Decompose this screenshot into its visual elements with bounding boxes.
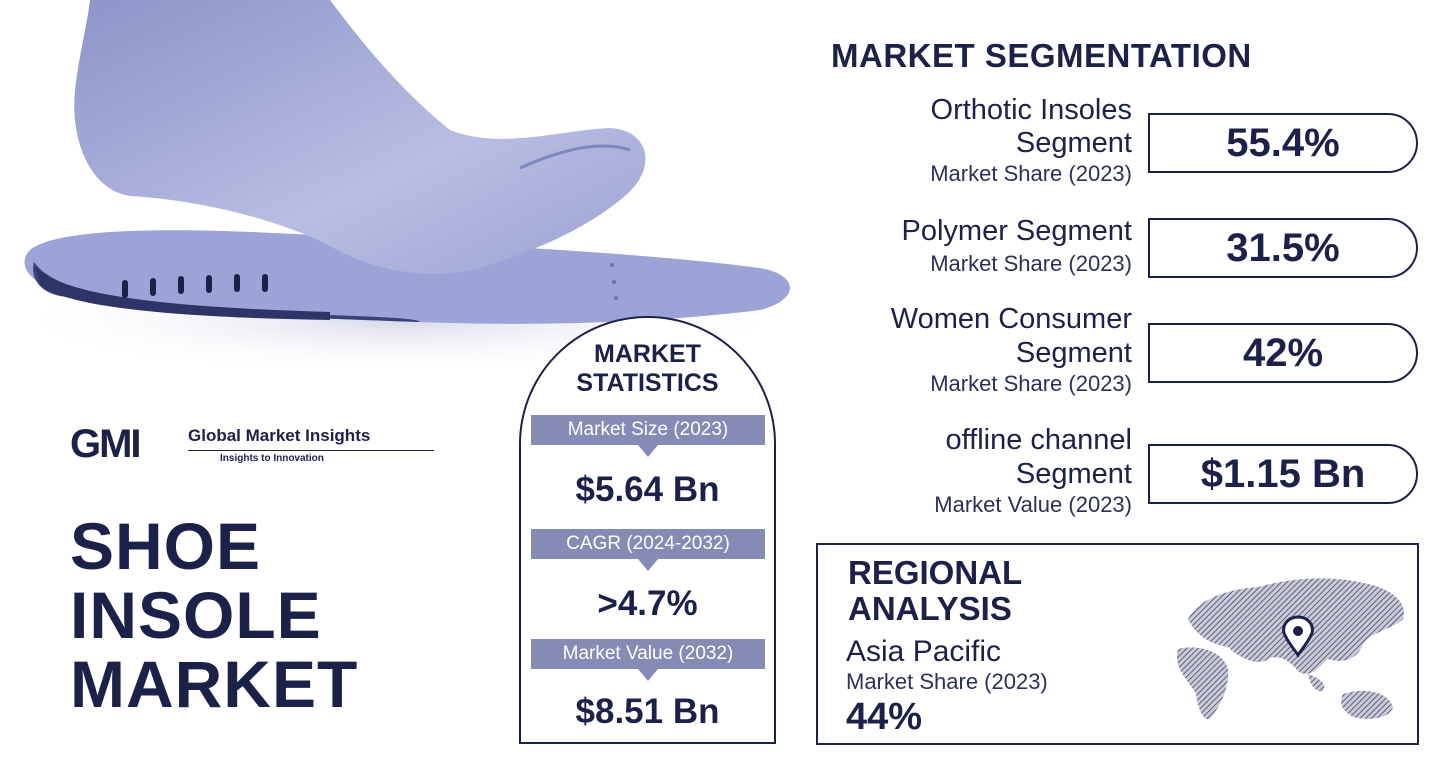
gmi-logo: GMI Global Market Insights Insights to I… [70, 420, 434, 472]
title-line: MARKET [70, 647, 359, 721]
stat-value-market-size: $5.64 Bn [575, 470, 720, 509]
market-statistics-panel: MARKET STATISTICS Market Size (2023) $5.… [519, 316, 776, 744]
segment-name: Segment [1015, 337, 1132, 369]
stat-label-cagr: CAGR (2024-2032) [531, 529, 765, 571]
segment-sub: Market Share (2023) [930, 371, 1132, 396]
region-name: Asia Pacific [846, 635, 1002, 668]
segment-name: Women Consumer [890, 303, 1132, 335]
stat-label-market-value: Market Value (2032) [531, 639, 765, 681]
regional-heading-line: REGIONAL [848, 554, 1023, 591]
statistics-heading-line: STATISTICS [576, 369, 719, 397]
stat-label-market-size: Market Size (2023) [531, 415, 765, 457]
stat-value-market-value: $8.51 Bn [575, 692, 720, 731]
segment-name: offline channel [945, 424, 1132, 456]
title-line: INSOLE [70, 578, 322, 652]
logo-name: Global Market Insights [188, 426, 371, 445]
foot-insole-image [0, 0, 800, 375]
logo-divider [188, 450, 434, 451]
segment-name: Segment [1015, 458, 1132, 490]
segment-value-pill: 42% [1148, 323, 1418, 383]
segment-name: Polymer Segment [901, 215, 1133, 247]
title-line: SHOE [70, 509, 262, 583]
regional-analysis-panel: REGIONAL ANALYSIS Asia Pacific Market Sh… [816, 543, 1419, 745]
regional-heading: REGIONAL ANALYSIS [848, 555, 1022, 627]
regional-heading-line: ANALYSIS [848, 590, 1012, 627]
statistics-heading: MARKET STATISTICS [521, 340, 774, 398]
segment-value-pill: 31.5% [1148, 218, 1418, 278]
region-value: 44% [846, 696, 923, 738]
statistics-heading-line: MARKET [594, 340, 701, 368]
segment-sub: Market Share (2023) [930, 161, 1132, 186]
segmentation-heading: MARKET SEGMENTATION [831, 37, 1252, 74]
segment-sub: Market Share (2023) [930, 251, 1132, 276]
segment-value-pill: $1.15 Bn [1148, 444, 1418, 504]
region-sub: Market Share (2023) [846, 669, 1048, 694]
page-title: SHOE INSOLE MARKET [70, 512, 490, 719]
stat-value-cagr: >4.7% [597, 584, 698, 623]
logo-tagline: Insights to Innovation [220, 453, 324, 464]
asia-pacific-map-icon [1177, 578, 1404, 720]
segment-name: Segment [1015, 127, 1132, 159]
segment-name: Orthotic Insoles [930, 94, 1132, 126]
segment-sub: Market Value (2023) [934, 492, 1132, 517]
logo-mark: GMI [70, 422, 142, 466]
segment-value-pill: 55.4% [1148, 113, 1418, 173]
